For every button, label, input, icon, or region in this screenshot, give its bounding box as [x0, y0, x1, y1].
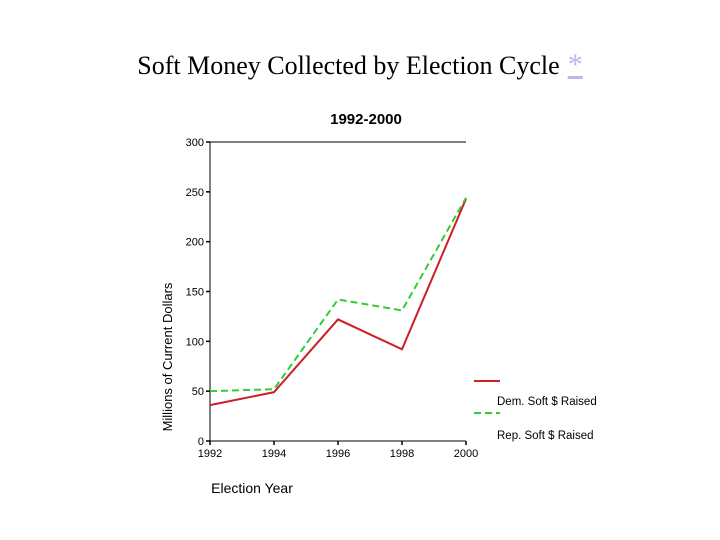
y-tick-label: 0	[198, 436, 204, 448]
x-tick-label: 1998	[390, 448, 414, 460]
y-axis-label: Millions of Current Dollars	[160, 282, 175, 431]
y-tick-label: 100	[186, 336, 204, 348]
x-axis-label: Election Year	[211, 480, 293, 496]
y-tick-label: 200	[186, 237, 204, 249]
y-tick-label: 300	[186, 137, 204, 149]
x-tick-label: 1996	[326, 448, 350, 460]
asterisk-link[interactable]: *	[567, 48, 583, 81]
dem-series-line	[209, 198, 467, 407]
rep-series-line	[209, 197, 467, 393]
y-tick-label: 150	[186, 287, 204, 299]
x-tick-label: 2000	[454, 448, 478, 460]
legend-label: Dem. Soft $ Raised	[497, 396, 597, 408]
y-tick-label: 50	[192, 386, 204, 398]
slide-title-text: Soft Money Collected by Election Cycle	[137, 51, 560, 80]
x-tick-label: 1992	[198, 448, 222, 460]
legend-label: Rep. Soft $ Raised	[497, 430, 594, 442]
chart-title: 1992-2000	[330, 111, 402, 128]
y-tick-label: 250	[186, 187, 204, 199]
slide-title: Soft Money Collected by Election Cycle *	[0, 48, 720, 82]
x-tick-label: 1994	[262, 448, 286, 460]
